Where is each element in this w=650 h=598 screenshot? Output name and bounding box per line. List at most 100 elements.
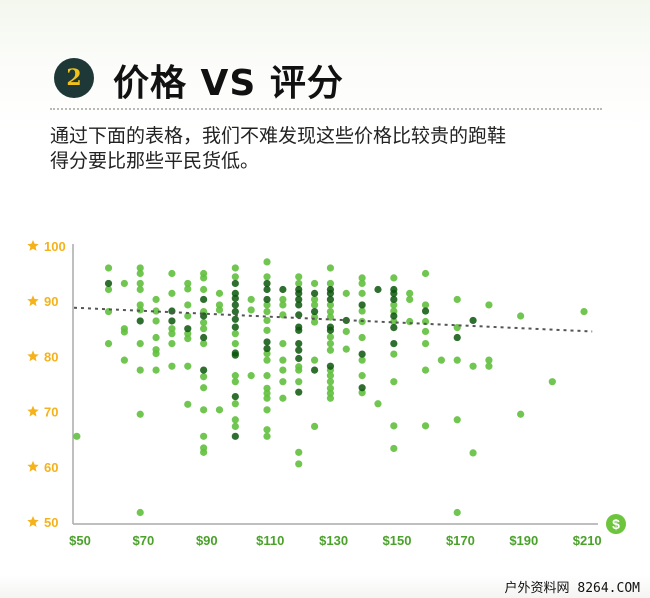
data-point xyxy=(326,264,335,272)
data-point xyxy=(184,400,192,408)
data-point xyxy=(295,273,303,281)
data-point xyxy=(104,264,113,272)
data-point xyxy=(136,508,144,517)
data-point xyxy=(184,362,192,370)
data-point-dense xyxy=(184,325,192,333)
data-point-dense xyxy=(295,295,303,304)
data-point xyxy=(453,416,461,424)
data-point xyxy=(120,356,128,364)
data-point xyxy=(104,340,113,348)
data-point-dense xyxy=(263,344,271,353)
data-point-dense xyxy=(263,295,271,304)
data-point xyxy=(358,274,366,282)
data-point xyxy=(326,394,335,402)
y-tick-label: 70 xyxy=(44,405,58,420)
x-tick-label: $190 xyxy=(509,533,538,548)
data-point xyxy=(200,340,208,348)
data-point xyxy=(326,384,335,392)
data-point xyxy=(469,362,477,370)
data-point xyxy=(263,384,271,392)
data-point xyxy=(136,285,144,294)
data-point xyxy=(263,426,271,434)
x-tick-label: $70 xyxy=(133,533,155,548)
x-tick-label: $50 xyxy=(69,533,91,548)
page-title: 价格 VS 评分 xyxy=(113,63,344,104)
data-point xyxy=(421,269,430,278)
data-point-dense xyxy=(295,346,303,354)
data-point xyxy=(295,448,303,456)
data-point xyxy=(136,264,144,272)
data-point xyxy=(231,372,239,380)
data-point xyxy=(120,279,128,288)
description-line-2: 得分要比那些平民货低。 xyxy=(50,150,260,172)
x-tick-label: $150 xyxy=(383,533,412,548)
data-point-dense xyxy=(231,315,239,323)
data-point xyxy=(263,258,271,266)
data-point-dense xyxy=(263,285,271,294)
data-point xyxy=(136,279,144,288)
data-point-dense xyxy=(231,279,239,288)
data-point xyxy=(120,328,128,336)
data-point xyxy=(326,301,335,309)
data-point xyxy=(358,389,366,397)
data-point-dense xyxy=(358,384,366,392)
data-point xyxy=(358,289,366,297)
data-point xyxy=(453,356,461,364)
data-point xyxy=(231,416,239,424)
data-point-dense xyxy=(358,301,366,309)
data-point-dense xyxy=(390,312,398,320)
data-point xyxy=(358,356,366,364)
data-point xyxy=(342,327,350,336)
dollar-icon xyxy=(606,514,626,534)
data-point-dense xyxy=(295,301,303,309)
data-point xyxy=(279,340,287,348)
data-point xyxy=(310,295,319,304)
data-point xyxy=(184,330,192,338)
y-tick-label: 90 xyxy=(44,294,58,309)
data-point-dense xyxy=(263,279,271,288)
data-point xyxy=(453,295,461,304)
data-point xyxy=(184,312,192,320)
x-tick-label: $130 xyxy=(319,533,348,548)
data-point-dense xyxy=(469,316,477,325)
data-point xyxy=(295,366,303,374)
data-point xyxy=(263,326,271,334)
data-point-dense xyxy=(326,289,335,297)
data-point-dense xyxy=(200,295,208,304)
data-point-dense xyxy=(326,295,335,304)
data-point-dense xyxy=(390,323,398,332)
data-point-dense xyxy=(231,323,239,331)
data-point xyxy=(279,295,287,304)
data-point xyxy=(342,345,350,353)
star-icon xyxy=(27,516,39,527)
data-point xyxy=(231,264,239,272)
data-point-dense xyxy=(295,388,303,396)
data-point xyxy=(342,289,350,297)
data-point-dense xyxy=(310,366,319,374)
data-point-dense xyxy=(295,311,303,319)
data-point-dense xyxy=(374,285,382,294)
data-point xyxy=(215,289,224,297)
data-point xyxy=(390,307,398,315)
y-tick-label: 60 xyxy=(44,460,58,475)
data-point xyxy=(200,325,208,333)
data-point-dense xyxy=(295,289,303,297)
data-point xyxy=(263,432,271,440)
data-point xyxy=(406,289,414,297)
data-point-dense xyxy=(295,354,303,363)
data-point xyxy=(374,400,382,408)
data-point-dense xyxy=(421,307,430,315)
data-point xyxy=(263,307,271,316)
data-point xyxy=(231,330,239,338)
data-point xyxy=(263,316,271,325)
data-point xyxy=(200,285,208,294)
star-icon xyxy=(27,295,39,307)
data-point-dense xyxy=(231,351,239,359)
x-tick-label: $90 xyxy=(196,533,218,548)
data-point xyxy=(200,406,208,414)
data-point-dense xyxy=(390,340,398,348)
data-point xyxy=(73,432,81,440)
data-point-dense xyxy=(310,289,319,297)
data-point xyxy=(279,366,287,374)
